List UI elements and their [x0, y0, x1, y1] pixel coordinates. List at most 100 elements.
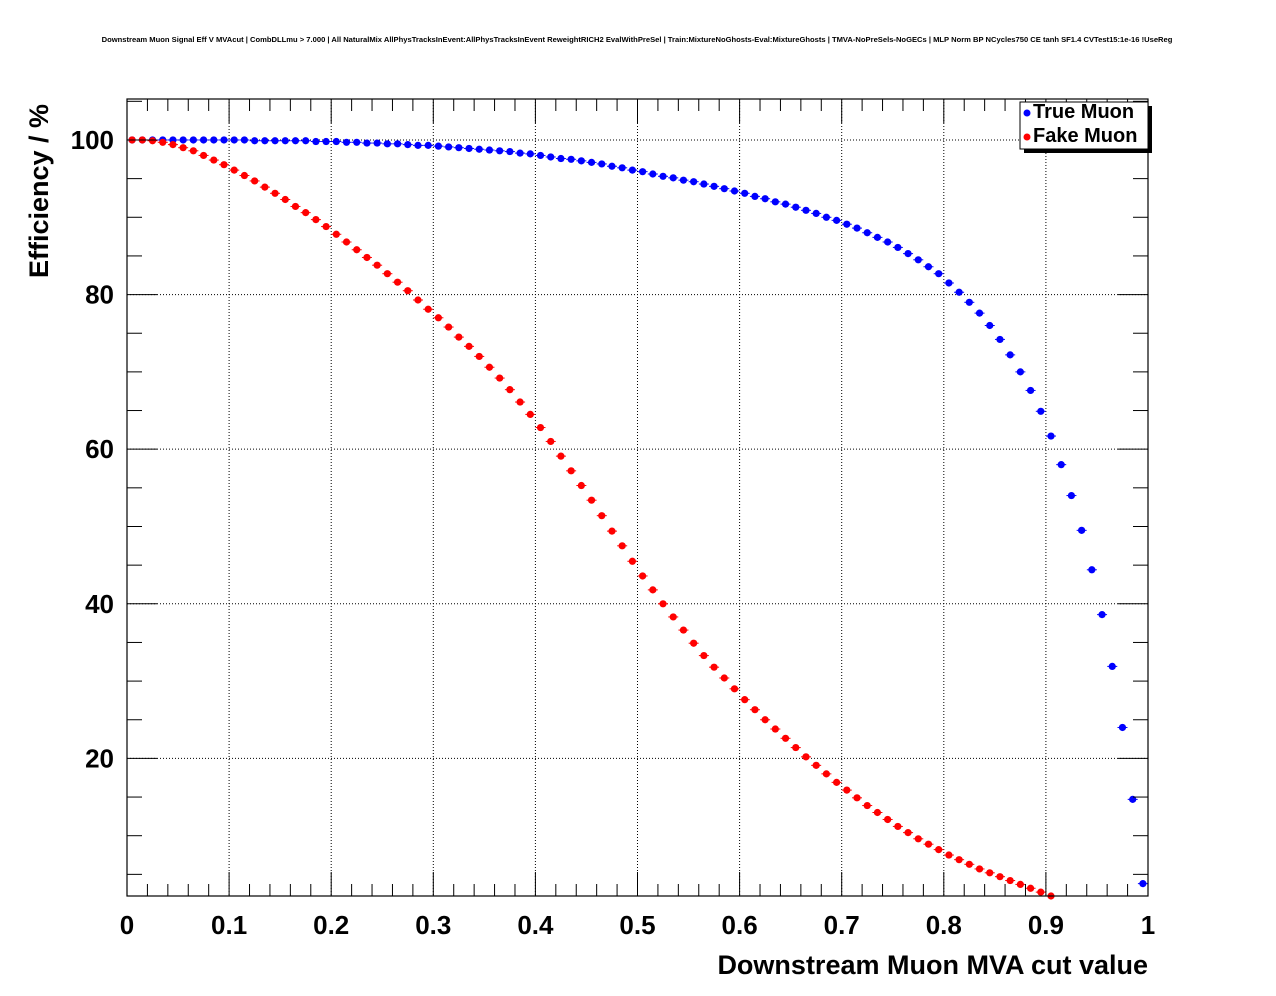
y-tick-label: 20	[85, 743, 114, 773]
data-point	[955, 288, 963, 296]
data-point	[353, 246, 361, 254]
data-point	[679, 626, 688, 634]
data-point	[220, 161, 228, 169]
data-point	[1067, 491, 1076, 500]
data-point	[342, 238, 351, 246]
data-point	[363, 253, 371, 262]
data-point	[373, 261, 381, 269]
data-point	[904, 250, 912, 258]
x-tick-label: 0.8	[926, 910, 962, 940]
data-point	[700, 651, 708, 660]
data-point	[322, 222, 330, 231]
data-point	[414, 141, 422, 149]
data-point	[383, 140, 391, 148]
data-point	[975, 865, 984, 873]
data-point	[659, 600, 667, 608]
data-point	[1026, 884, 1035, 892]
data-point	[832, 778, 841, 786]
data-point	[393, 278, 402, 286]
data-point	[240, 136, 249, 144]
data-point	[730, 187, 739, 195]
data-point	[628, 166, 636, 174]
data-point	[230, 136, 238, 144]
data-point	[935, 846, 943, 854]
legend-box	[1019, 101, 1149, 150]
data-point	[608, 162, 616, 170]
data-point	[894, 243, 902, 252]
data-point	[690, 178, 698, 186]
x-tick-label: 0.9	[1028, 910, 1064, 940]
data-point	[393, 140, 402, 148]
data-point	[741, 696, 749, 704]
data-point	[179, 144, 187, 152]
data-point	[975, 309, 984, 317]
data-point	[1098, 611, 1106, 619]
data-point	[210, 136, 218, 144]
data-point	[598, 160, 606, 168]
data-point	[924, 840, 933, 848]
data-point	[802, 206, 810, 214]
data-point	[577, 481, 585, 490]
data-point	[496, 147, 504, 155]
x-axis-title: Downstream Muon MVA cut value	[717, 950, 1148, 980]
legend-label-true-muon: True Muon	[1033, 101, 1134, 123]
data-point	[679, 176, 688, 184]
data-point	[271, 137, 279, 145]
data-point	[332, 230, 340, 238]
data-point	[342, 138, 351, 146]
data-point	[771, 725, 779, 733]
data-point	[628, 557, 636, 565]
data-point	[179, 136, 187, 144]
data-point	[251, 177, 259, 185]
data-point	[781, 200, 790, 208]
data-point	[199, 151, 208, 160]
data-point	[1037, 888, 1045, 896]
data-point	[1088, 566, 1096, 574]
data-point	[465, 342, 473, 350]
x-tick-label: 0.4	[517, 910, 554, 940]
data-point	[332, 137, 340, 146]
data-point	[955, 856, 963, 864]
data-point	[1037, 407, 1045, 415]
data-point	[741, 189, 749, 197]
data-point	[965, 860, 973, 868]
data-point	[587, 158, 596, 166]
data-point	[730, 685, 739, 693]
data-point	[1006, 876, 1014, 885]
x-tick-label: 0.3	[415, 910, 451, 940]
data-point	[363, 139, 371, 147]
data-point	[812, 209, 820, 218]
data-point	[445, 143, 453, 151]
x-tick-label: 1	[1141, 910, 1155, 940]
data-point	[434, 314, 443, 322]
x-tick-label: 0.2	[313, 910, 349, 940]
data-point	[720, 674, 728, 682]
data-point	[189, 136, 197, 144]
data-point	[302, 209, 310, 217]
data-point	[434, 142, 443, 150]
data-point	[506, 147, 514, 156]
data-point	[618, 542, 626, 550]
data-point	[639, 168, 647, 176]
data-point	[1129, 795, 1137, 803]
data-points	[127, 136, 1148, 900]
data-point	[148, 137, 157, 145]
data-point	[812, 761, 820, 769]
data-point	[496, 374, 504, 382]
data-point	[700, 180, 708, 188]
data-point	[873, 233, 882, 241]
data-point	[547, 153, 555, 161]
data-point	[945, 279, 953, 287]
series-fake-muon	[127, 136, 1057, 900]
data-point	[986, 321, 994, 330]
data-point	[649, 170, 657, 178]
legend-label-fake-muon: Fake Muon	[1033, 125, 1137, 147]
x-tick-label: 0.1	[211, 910, 247, 940]
grid-lines	[127, 99, 1148, 896]
data-point	[618, 164, 626, 172]
data-point	[567, 155, 575, 163]
data-point	[649, 586, 657, 594]
data-point	[761, 716, 769, 724]
data-point	[189, 147, 197, 155]
data-point	[475, 352, 483, 361]
